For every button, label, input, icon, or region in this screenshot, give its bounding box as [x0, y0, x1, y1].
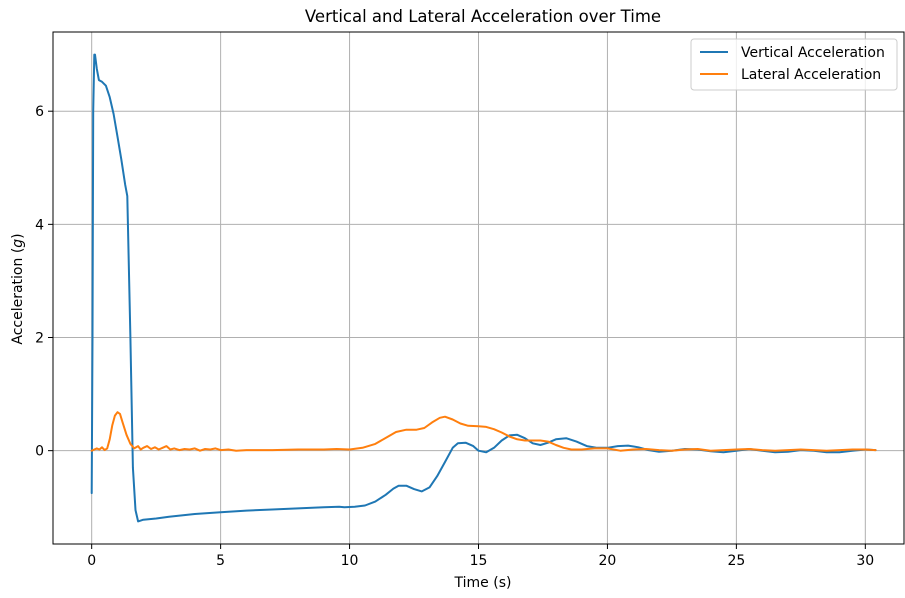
x-axis-label: Time (s) [454, 575, 512, 591]
legend-label: Vertical Acceleration [741, 45, 885, 61]
legend: Vertical Acceleration Lateral Acceleratio… [690, 38, 898, 91]
series-line-lateral [90, 411, 877, 452]
x-tick-label: 15 [470, 553, 488, 569]
x-tick-label: 25 [727, 553, 745, 569]
x-tick-label: 30 [856, 553, 874, 569]
x-tick-label: 0 [87, 553, 96, 569]
x-tick-label: 20 [599, 553, 617, 569]
x-tick-label: 10 [341, 553, 359, 569]
y-tick-label: 0 [35, 444, 44, 460]
chart-title: Vertical and Lateral Acceleration over T… [305, 7, 661, 26]
y-axis-label-suffix: ) [10, 233, 26, 238]
plot-lines [90, 53, 877, 523]
series-line-vertical [90, 53, 877, 523]
grid [53, 32, 904, 544]
y-axis-label-variable: g [10, 239, 26, 248]
legend-box [690, 38, 898, 91]
x-tick-label: 5 [216, 553, 225, 569]
y-axis-label-prefix: Acceleration ( [10, 248, 26, 345]
legend-label: Lateral Acceleration [741, 67, 881, 83]
axis-ticks: 0 5 10 15 20 25 30 0 2 4 6 [35, 104, 874, 569]
y-axis-label: Acceleration (g) [10, 233, 26, 344]
y-tick-label: 4 [35, 217, 44, 233]
y-tick-label: 2 [35, 331, 44, 347]
y-tick-label: 6 [35, 104, 44, 120]
